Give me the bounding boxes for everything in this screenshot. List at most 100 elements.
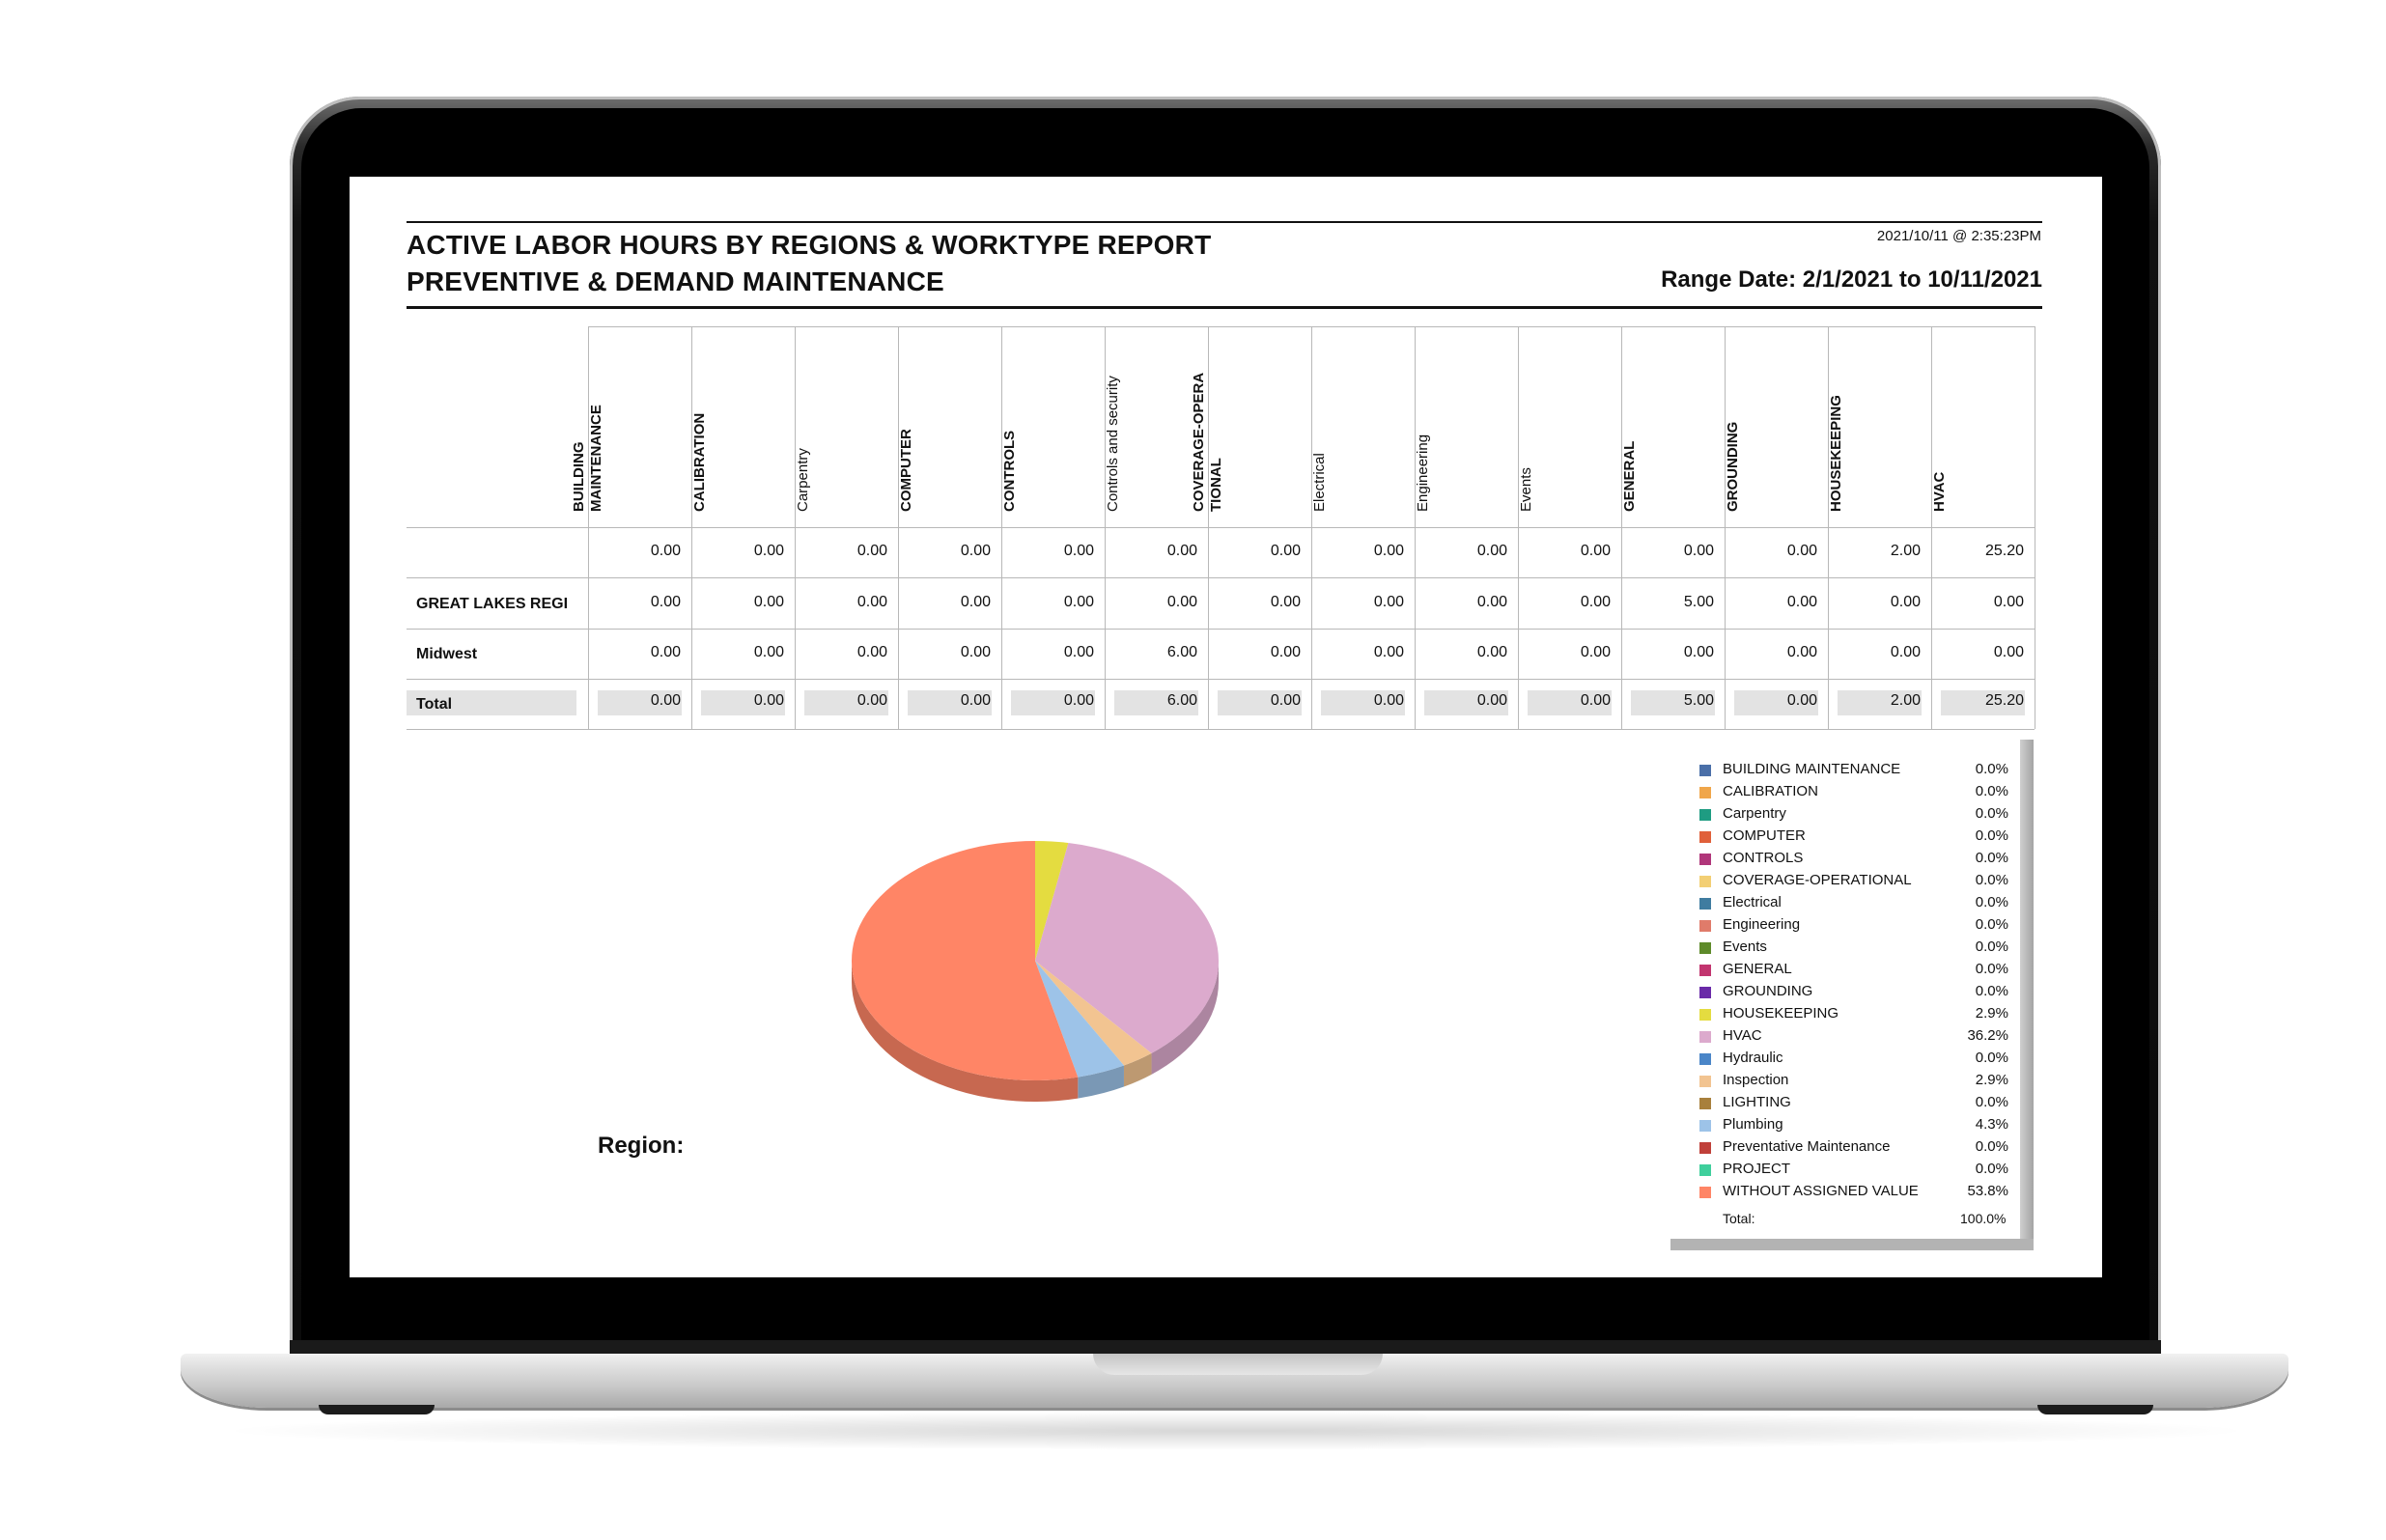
pie-slice — [852, 841, 1079, 1080]
legend-label: Inspection — [1723, 1072, 1789, 1088]
legend-swatch — [1699, 1031, 1711, 1043]
total-cell: 5.00 — [1683, 692, 1714, 709]
total-value-box — [1941, 690, 2025, 715]
legend-percent: 0.0% — [1975, 938, 2008, 955]
legend-label: COVERAGE-OPERATIONAL — [1723, 872, 1912, 888]
table-cell: 0.00 — [1580, 644, 1611, 660]
column-header: Controls and security — [1105, 326, 1201, 527]
column-header: BUILDING MAINTENANCE — [571, 326, 685, 527]
total-value-box — [1218, 690, 1302, 715]
region-label: Region: — [598, 1133, 685, 1159]
legend-label: Plumbing — [1723, 1116, 1783, 1133]
legend-label: Engineering — [1723, 916, 1801, 933]
table-cell: 0.00 — [1786, 594, 1817, 610]
table-cell: 0.00 — [1166, 543, 1197, 559]
row-label: Midwest — [416, 646, 478, 662]
legend-item: WITHOUT ASSIGNED VALUE 53.8% — [1699, 1183, 2008, 1204]
table-cell: 6.00 — [1166, 644, 1197, 660]
column-header-label: Engineering — [1415, 434, 1431, 512]
legend-label: WITHOUT ASSIGNED VALUE — [1723, 1183, 1919, 1199]
table-cell: 0.00 — [856, 594, 887, 610]
table-cell: 0.00 — [856, 543, 887, 559]
column-header: Carpentry — [795, 326, 891, 527]
legend-percent: 0.0% — [1975, 805, 2008, 822]
column-header: HVAC — [1931, 326, 2028, 527]
report-subtitle: PREVENTIVE & DEMAND MAINTENANCE — [407, 266, 944, 296]
total-cell: 0.00 — [1063, 692, 1094, 709]
legend-label: HVAC — [1723, 1027, 1762, 1044]
legend-percent: 0.0% — [1975, 827, 2008, 844]
table-cell: 0.00 — [650, 543, 681, 559]
legend-item: Preventative Maintenance 0.0% — [1699, 1138, 2008, 1160]
legend-label: Electrical — [1723, 894, 1782, 910]
table-cell: 2.00 — [1890, 543, 1921, 559]
legend-percent: 0.0% — [1975, 783, 2008, 799]
pie-slice — [1035, 961, 1124, 1078]
legend-label: COMPUTER — [1723, 827, 1806, 844]
row-label: GREAT LAKES REGI — [416, 596, 569, 612]
laptop-opening-notch — [1093, 1354, 1383, 1375]
legend-item: LIGHTING 0.0% — [1699, 1094, 2008, 1115]
table-cell: 0.00 — [856, 644, 887, 660]
legend-swatch — [1699, 1142, 1711, 1154]
legend-swatch — [1699, 987, 1711, 998]
table-cell: 0.00 — [1683, 543, 1714, 559]
table-cell: 0.00 — [1373, 644, 1404, 660]
column-header-label: Controls and security — [1105, 376, 1121, 512]
legend-percent: 53.8% — [1967, 1183, 2008, 1199]
table-cell: 0.00 — [753, 594, 784, 610]
total-value-box — [1321, 690, 1405, 715]
legend-label: Carpentry — [1723, 805, 1786, 822]
total-value-box — [1114, 690, 1198, 715]
legend-percent: 0.0% — [1975, 961, 2008, 977]
row-label: Total — [416, 696, 453, 713]
legend-item: CALIBRATION 0.0% — [1699, 783, 2008, 804]
legend-swatch — [1699, 965, 1711, 976]
column-header-label: GROUNDING — [1725, 421, 1741, 512]
table-cell: 0.00 — [650, 594, 681, 610]
column-header-label: Carpentry — [795, 448, 811, 512]
legend-percent: 36.2% — [1967, 1027, 2008, 1044]
table-cell: 0.00 — [1993, 594, 2024, 610]
column-header-label: CONTROLS — [1001, 430, 1018, 512]
legend-swatch — [1699, 1076, 1711, 1087]
legend-percent: 0.0% — [1975, 1050, 2008, 1066]
legend-label: Hydraulic — [1723, 1050, 1783, 1066]
column-header-label: COMPUTER — [898, 429, 914, 512]
column-header-label: HVAC — [1931, 471, 1948, 512]
total-cell: 0.00 — [753, 692, 784, 709]
table-cell: 0.00 — [1166, 594, 1197, 610]
total-value-box — [1838, 690, 1922, 715]
table-cell: 0.00 — [1580, 594, 1611, 610]
table-cell: 0.00 — [1063, 543, 1094, 559]
column-header-label: GENERAL — [1621, 440, 1638, 512]
legend-item: GENERAL 0.0% — [1699, 961, 2008, 982]
legend-percent: 0.0% — [1975, 850, 2008, 866]
table-cell: 0.00 — [1786, 644, 1817, 660]
report-timestamp: 2021/10/11 @ 2:35:23PM — [1876, 228, 2041, 244]
legend-percent: 2.9% — [1975, 1072, 2008, 1088]
report-title: ACTIVE LABOR HOURS BY REGIONS & WORKTYPE… — [407, 230, 1212, 260]
legend-label: CALIBRATION — [1723, 783, 1818, 799]
table-grid-line — [407, 577, 2035, 578]
total-cell: 0.00 — [1373, 692, 1404, 709]
legend-percent: 4.3% — [1975, 1116, 2008, 1133]
table-cell: 0.00 — [1580, 543, 1611, 559]
legend-item: Engineering 0.0% — [1699, 916, 2008, 938]
column-header: HOUSEKEEPING — [1828, 326, 1924, 527]
pie-slice-side — [852, 961, 1079, 1102]
table-cell: 0.00 — [1373, 594, 1404, 610]
column-header-label: COVERAGE-OPERA TIONAL — [1191, 373, 1224, 512]
legend-label: Preventative Maintenance — [1723, 1138, 1891, 1155]
total-cell: 0.00 — [1580, 692, 1611, 709]
pie-slice — [1035, 843, 1219, 1053]
legend-label: Events — [1723, 938, 1767, 955]
legend-label: BUILDING MAINTENANCE — [1723, 761, 1901, 777]
table-cell: 0.00 — [960, 644, 991, 660]
legend-swatch — [1699, 809, 1711, 821]
total-cell: 0.00 — [856, 692, 887, 709]
legend-item: CONTROLS 0.0% — [1699, 850, 2008, 871]
legend-item: PROJECT 0.0% — [1699, 1161, 2008, 1182]
report-screen: ACTIVE LABOR HOURS BY REGIONS & WORKTYPE… — [350, 177, 2102, 1277]
legend-swatch — [1699, 898, 1711, 910]
